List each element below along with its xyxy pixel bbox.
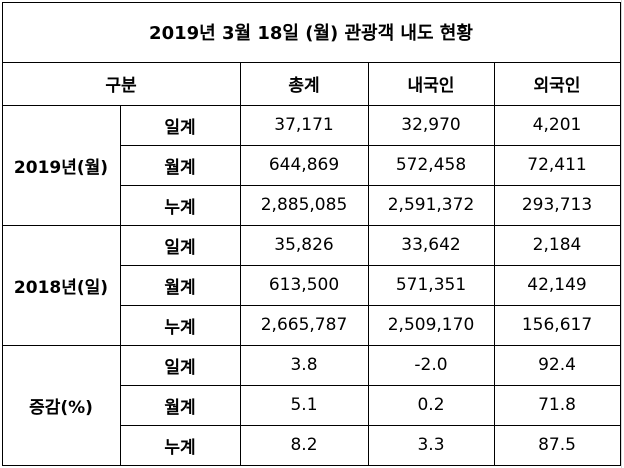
row-label: 누계 (119, 424, 241, 466)
data-cell: 2,665,787 (239, 304, 369, 346)
header-cell: 총계 (239, 61, 369, 106)
data-cell: 92.4 (493, 344, 621, 386)
data-cell: 33,642 (367, 224, 495, 266)
data-cell: 644,869 (239, 144, 369, 186)
data-cell: 32,970 (367, 104, 495, 146)
row-label: 누계 (119, 304, 241, 346)
data-cell: 0.2 (367, 384, 495, 426)
data-cell: 71.8 (493, 384, 621, 426)
data-cell: 2,184 (493, 224, 621, 266)
data-cell: 87.5 (493, 424, 621, 466)
data-cell: 4,201 (493, 104, 621, 146)
row-label: 일계 (119, 344, 241, 386)
row-label: 누계 (119, 184, 241, 226)
sheet-gridline (621, 0, 622, 468)
data-cell: 37,171 (239, 104, 369, 146)
row-label: 월계 (119, 144, 241, 186)
group-label: 2018년(일) (1, 224, 121, 346)
data-cell: 156,617 (493, 304, 621, 346)
data-cell: 3.8 (239, 344, 369, 386)
data-cell: 2,591,372 (367, 184, 495, 226)
group-label: 2019년(월) (1, 104, 121, 226)
data-cell: 35,826 (239, 224, 369, 266)
group-label: 증감(%) (1, 344, 121, 466)
row-label: 일계 (119, 224, 241, 266)
data-cell: 572,458 (367, 144, 495, 186)
header-cell: 외국인 (493, 61, 621, 106)
data-cell: 2,885,085 (239, 184, 369, 226)
data-cell: -2.0 (367, 344, 495, 386)
row-label: 일계 (119, 104, 241, 146)
data-cell: 8.2 (239, 424, 369, 466)
data-cell: 3.3 (367, 424, 495, 466)
table-title: 2019년 3월 18일 (월) 관광객 내도 현황 (1, 1, 621, 63)
row-label: 월계 (119, 264, 241, 306)
data-cell: 613,500 (239, 264, 369, 306)
data-cell: 72,411 (493, 144, 621, 186)
data-cell: 571,351 (367, 264, 495, 306)
row-label: 월계 (119, 384, 241, 426)
data-cell: 293,713 (493, 184, 621, 226)
data-cell: 5.1 (239, 384, 369, 426)
data-cell: 2,509,170 (367, 304, 495, 346)
data-cell: 42,149 (493, 264, 621, 306)
header-cell: 구분 (1, 61, 241, 106)
header-cell: 내국인 (367, 61, 495, 106)
